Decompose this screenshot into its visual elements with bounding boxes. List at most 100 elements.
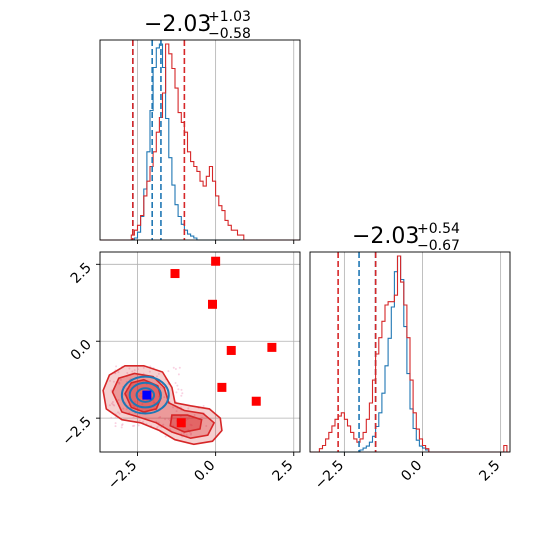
density-sample — [131, 370, 134, 373]
title-panel-2: −2.03 +0.54 −0.67 — [352, 221, 460, 254]
red-square-marker — [176, 418, 186, 428]
density-sample — [172, 406, 175, 409]
density-sample — [157, 372, 160, 375]
density-sample — [190, 424, 193, 427]
density-sample — [174, 381, 177, 384]
density-sample — [120, 426, 123, 429]
x-tick-label: 2.5 — [270, 458, 297, 485]
density-sample — [134, 400, 137, 403]
density-sample — [164, 435, 167, 438]
density-sample — [139, 392, 142, 395]
red-square-marker — [226, 345, 236, 355]
contour-blue-inner — [135, 387, 156, 403]
density-sample — [163, 396, 166, 399]
density-sample — [180, 394, 183, 397]
density-sample — [177, 388, 180, 391]
density-sample — [141, 403, 144, 406]
density-sample — [176, 384, 179, 387]
density-sample — [156, 426, 159, 429]
title-1-lower: −0.58 — [208, 26, 251, 42]
density-sample — [148, 370, 151, 373]
density-sample — [205, 425, 208, 428]
density-sample — [175, 410, 178, 413]
axes-frame-1 — [99, 39, 301, 241]
density-sample — [121, 424, 124, 427]
density-sample — [118, 382, 121, 385]
x-tick-label: −2.5 — [105, 458, 140, 493]
x-tick-label: 0.0 — [191, 458, 218, 485]
title-1-upper: +1.03 — [208, 9, 251, 25]
density-sample — [110, 389, 113, 392]
density-sample — [110, 416, 113, 419]
y-tick-label: 0.0 — [68, 337, 95, 364]
density-sample — [156, 375, 159, 378]
density-sample — [114, 422, 117, 425]
density-sample — [122, 407, 125, 410]
red-square-marker — [170, 269, 180, 279]
density-sample — [175, 391, 178, 394]
density-sample — [178, 366, 181, 369]
red-square-marker — [217, 382, 227, 392]
density-sample — [169, 428, 172, 431]
density-sample — [185, 433, 188, 436]
x-tick-label: −2.5 — [312, 458, 347, 493]
x-tick-label: 0.0 — [398, 458, 425, 485]
density-sample — [117, 371, 120, 374]
density-sample — [138, 395, 141, 398]
density-sample — [133, 369, 136, 372]
density-sample — [118, 412, 121, 415]
contour-red-outer — [102, 365, 223, 446]
density-sample — [114, 416, 117, 419]
density-sample — [201, 416, 204, 419]
density-sample — [111, 401, 114, 404]
density-sample — [133, 405, 136, 408]
density-sample — [137, 424, 140, 427]
density-sample — [133, 424, 136, 427]
density-sample — [126, 371, 129, 374]
density-sample — [193, 413, 196, 416]
blue-square-marker — [142, 390, 152, 400]
red-square-marker — [267, 342, 277, 352]
density-sample — [119, 378, 122, 381]
density-sample — [128, 367, 131, 370]
red-square-marker — [208, 299, 217, 309]
density-sample — [180, 388, 183, 391]
title-panel-1: −2.03 +1.03 −0.58 — [144, 9, 251, 42]
density-sample — [108, 404, 111, 407]
title-1-median: −2.03 — [144, 12, 211, 37]
density-sample — [115, 365, 118, 368]
density-sample — [117, 399, 120, 402]
density-sample — [164, 418, 167, 421]
density-sample — [153, 402, 156, 405]
density-sample — [138, 419, 141, 422]
title-2-median: −2.03 — [352, 224, 419, 249]
density-sample — [162, 423, 165, 426]
density-sample — [181, 392, 184, 395]
density-sample — [159, 416, 162, 419]
density-sample — [174, 368, 177, 371]
density-sample — [109, 379, 112, 382]
contour-blue-mid — [128, 381, 162, 409]
y-tick-label: 2.5 — [68, 260, 95, 287]
title-2-lower: −0.67 — [417, 238, 460, 254]
density-sample — [112, 403, 115, 406]
density-sample — [132, 416, 135, 419]
density-sample — [125, 408, 128, 411]
density-sample — [182, 432, 185, 435]
density-sample — [112, 380, 115, 383]
density-sample — [187, 407, 190, 410]
density-sample — [117, 411, 120, 414]
axes-frame-2 — [99, 251, 301, 453]
density-sample — [202, 405, 205, 408]
density-sample — [167, 417, 170, 420]
red-square-marker — [211, 256, 221, 266]
density-sample — [114, 425, 117, 428]
axes-frame-3 — [309, 251, 511, 453]
contour-blue-outer — [120, 375, 170, 415]
density-sample — [137, 368, 140, 371]
red-square-marker — [251, 396, 261, 406]
density-sample — [158, 395, 161, 398]
axes-background-1 — [100, 40, 300, 240]
density-sample — [111, 402, 114, 405]
density-sample — [167, 370, 170, 373]
